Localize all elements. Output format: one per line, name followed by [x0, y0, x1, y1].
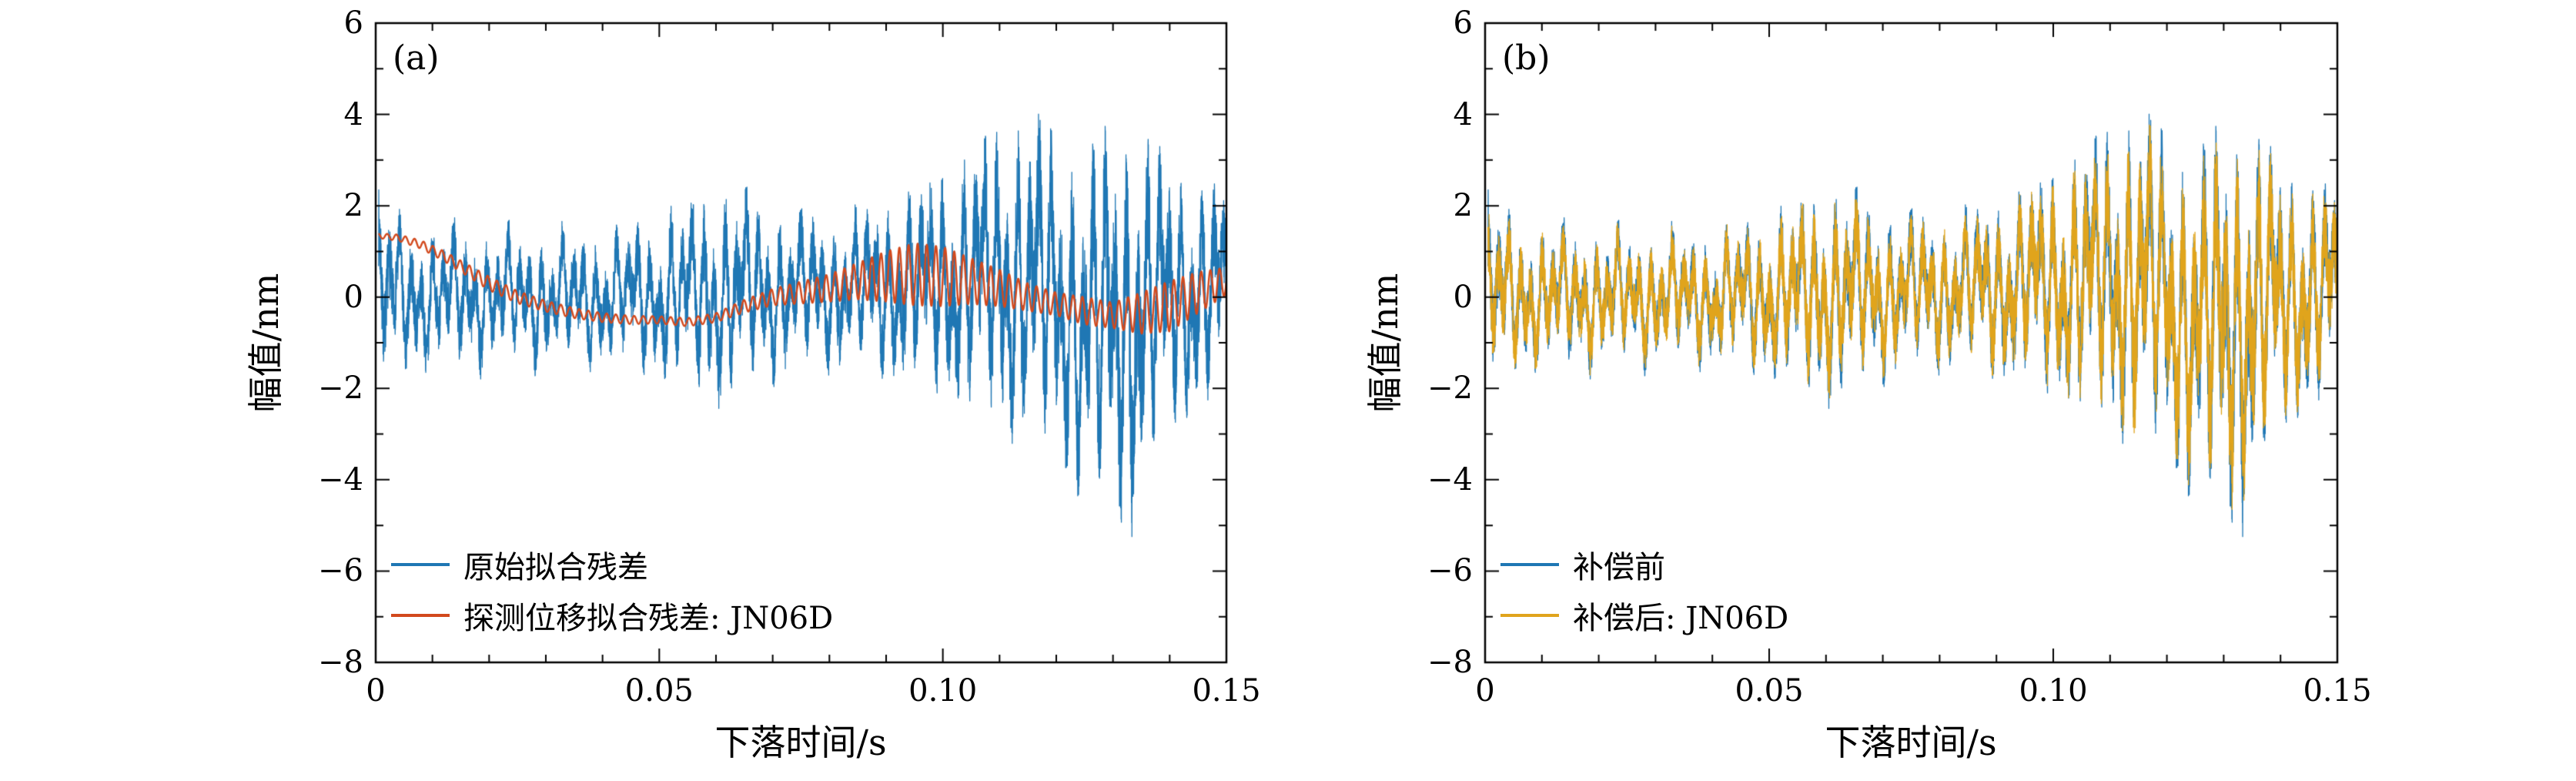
figure: 幅值/nm 下落时间/s (a) 原始拟合残差 探测位移拟合残差: JN06D …: [0, 0, 2576, 781]
residual-charts-canvas: [0, 0, 2576, 781]
